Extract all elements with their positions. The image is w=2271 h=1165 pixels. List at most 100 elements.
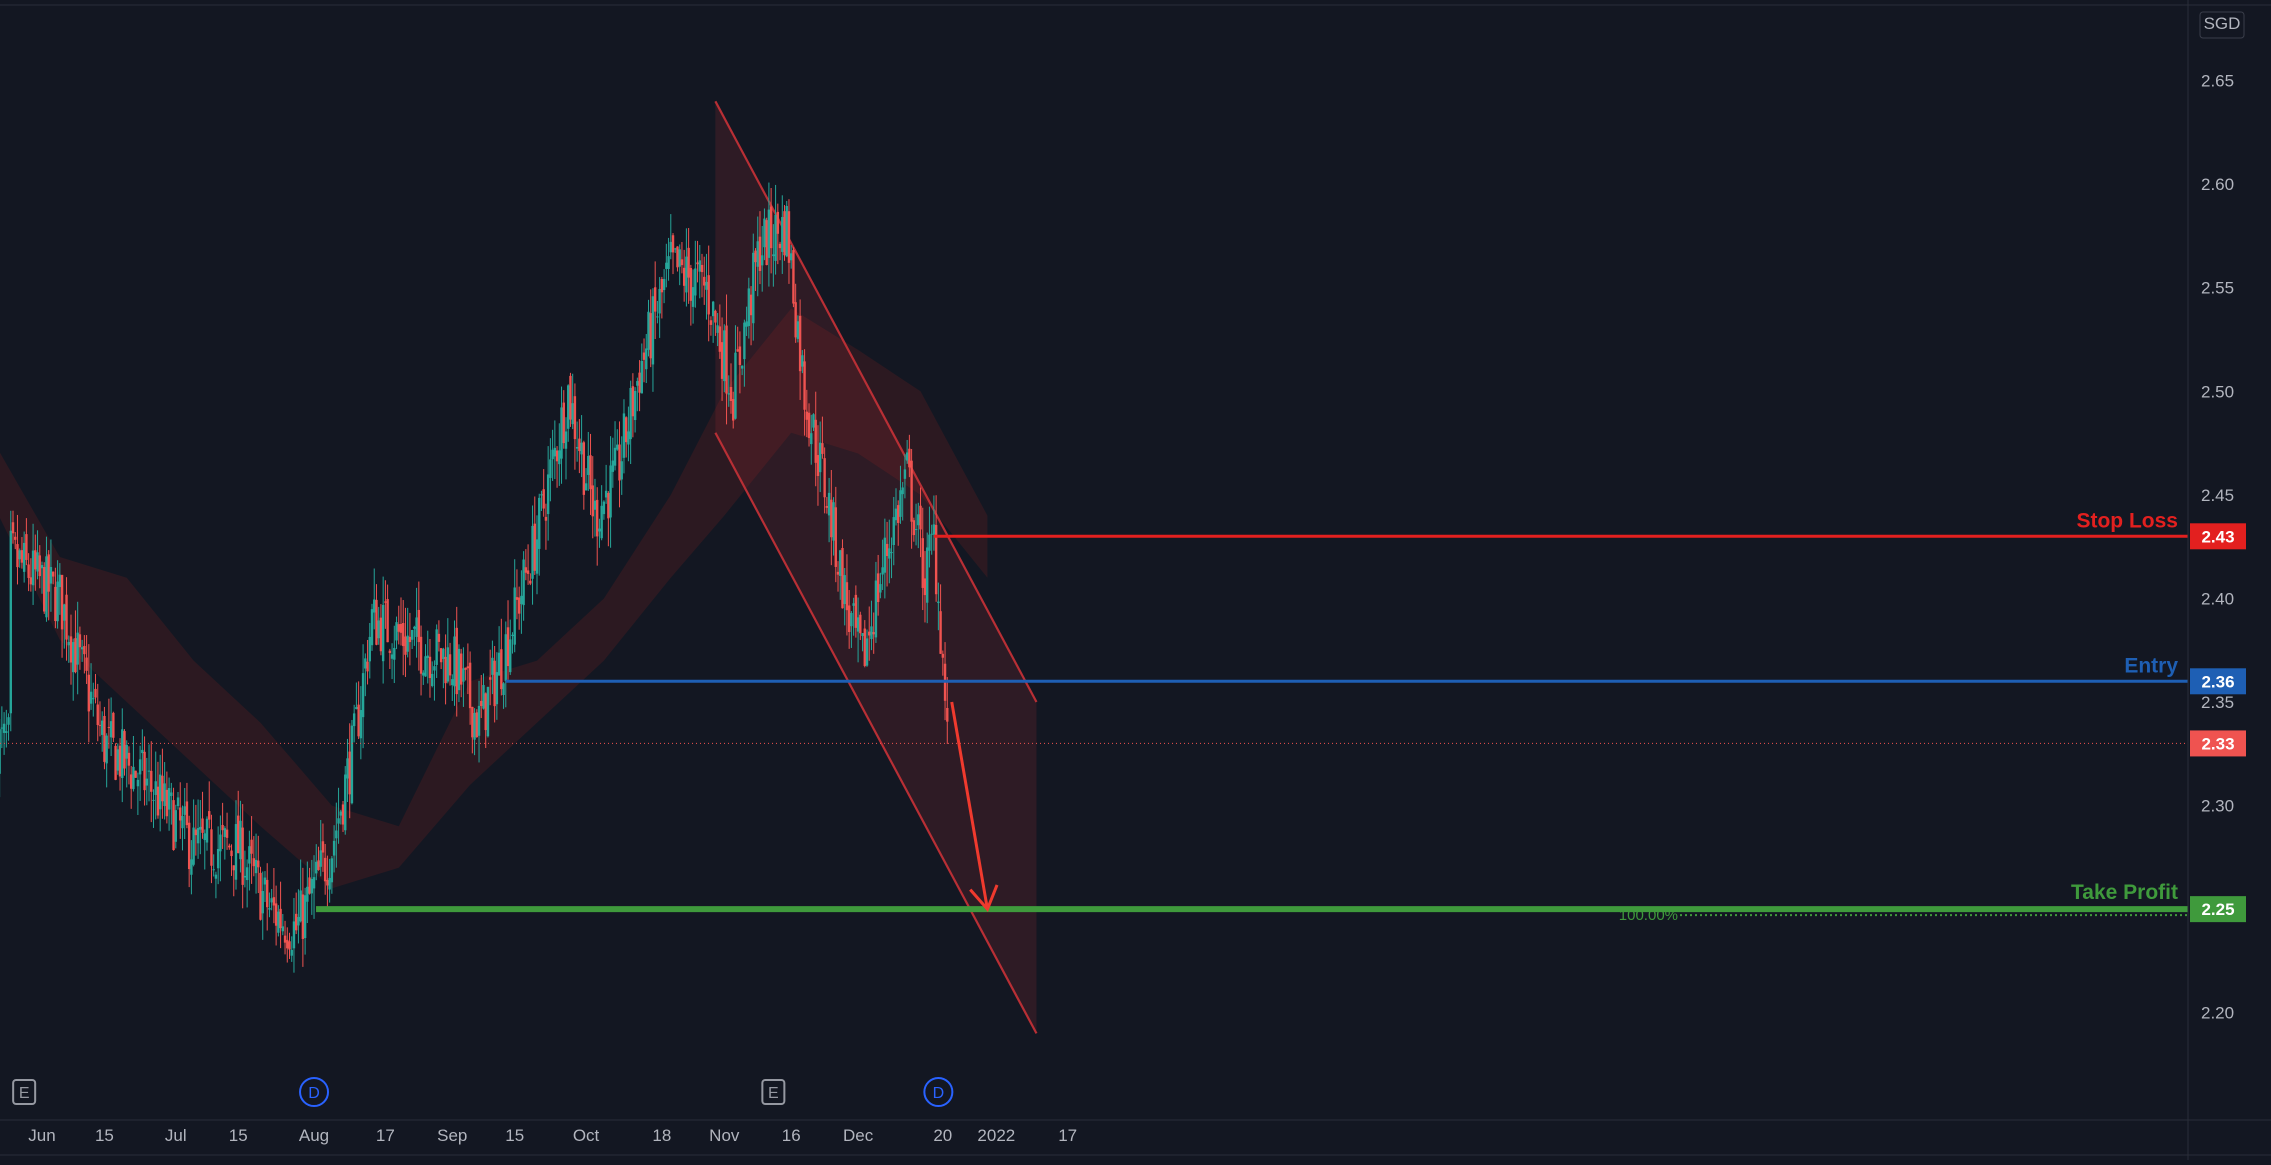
candle-body[interactable] [689, 268, 693, 301]
candle-body[interactable] [747, 288, 751, 326]
candle-body[interactable] [67, 641, 70, 646]
candle-body[interactable] [571, 403, 574, 425]
candle-body[interactable] [796, 321, 800, 339]
candle-body[interactable] [219, 834, 222, 852]
candle-body[interactable] [847, 605, 851, 633]
candle-body[interactable] [47, 554, 50, 592]
candle-body[interactable] [845, 582, 849, 611]
candle-body[interactable] [16, 544, 19, 568]
candle-body[interactable] [85, 657, 88, 671]
candle-body[interactable] [863, 628, 866, 666]
candle-body[interactable] [703, 276, 706, 286]
candle-body[interactable] [580, 442, 583, 455]
candle-body[interactable] [584, 483, 588, 491]
candle-body[interactable] [609, 465, 612, 518]
candle-body[interactable] [785, 205, 788, 257]
candle-body[interactable] [807, 412, 811, 439]
candle-body[interactable] [176, 797, 180, 807]
candle-body[interactable] [573, 396, 577, 440]
candle-body[interactable] [14, 536, 17, 540]
candle-body[interactable] [734, 352, 737, 419]
candle-body[interactable] [781, 217, 784, 252]
candle-body[interactable] [196, 828, 200, 844]
candle-body[interactable] [894, 508, 898, 521]
candle-body[interactable] [328, 877, 331, 890]
candle-body[interactable] [228, 845, 231, 848]
candle-body[interactable] [778, 243, 782, 249]
candle-body[interactable] [908, 448, 911, 468]
candle-body[interactable] [127, 752, 131, 766]
candle-body[interactable] [484, 693, 487, 731]
candle-body[interactable] [705, 281, 708, 290]
candle-body[interactable] [150, 770, 153, 792]
candle-body[interactable] [696, 262, 699, 265]
candle-body[interactable] [794, 302, 797, 338]
candle-body[interactable] [930, 533, 933, 535]
candle-body[interactable] [850, 612, 853, 627]
candle-body[interactable] [872, 632, 875, 635]
candle-body[interactable] [622, 413, 626, 458]
candle-body[interactable] [54, 586, 57, 622]
candle-body[interactable] [288, 941, 291, 950]
candle-body[interactable] [181, 815, 184, 829]
earnings-marker[interactable] [761, 1079, 786, 1105]
candle-body[interactable] [453, 636, 456, 687]
candle-body[interactable] [491, 657, 494, 675]
candle-body[interactable] [179, 807, 182, 821]
candle-body[interactable] [413, 626, 416, 629]
candle-body[interactable] [509, 639, 512, 673]
candle-body[interactable] [350, 725, 354, 804]
candle-body[interactable] [25, 534, 28, 560]
candle-body[interactable] [395, 622, 398, 641]
candle-body[interactable] [859, 614, 862, 634]
candle-body[interactable] [551, 449, 554, 460]
candle-body[interactable] [319, 850, 322, 867]
candle-body[interactable] [357, 704, 360, 737]
candle-body[interactable] [344, 774, 347, 831]
candle-body[interactable] [145, 778, 148, 786]
candle-body[interactable] [36, 552, 39, 572]
candle-body[interactable] [769, 206, 773, 249]
candle-body[interactable] [254, 859, 258, 874]
candle-body[interactable] [65, 594, 68, 640]
candle-body[interactable] [660, 279, 664, 293]
candle-body[interactable] [827, 492, 831, 516]
candle-body[interactable] [312, 877, 316, 889]
candle-body[interactable] [926, 547, 929, 603]
candle-body[interactable] [299, 890, 302, 922]
candle-body[interactable] [297, 916, 300, 926]
candle-body[interactable] [437, 633, 441, 642]
candle-body[interactable] [754, 250, 757, 263]
candle-body[interactable] [502, 683, 505, 696]
candle-body[interactable] [613, 447, 617, 466]
candle-body[interactable] [210, 829, 213, 866]
candle-body[interactable] [558, 450, 561, 465]
candle-body[interactable] [682, 267, 686, 286]
dividend-marker[interactable] [299, 1077, 330, 1107]
candle-body[interactable] [27, 564, 30, 578]
candle-body[interactable] [58, 574, 62, 588]
candle-body[interactable] [393, 647, 396, 660]
candle-body[interactable] [776, 211, 780, 234]
dividend-marker[interactable] [923, 1077, 954, 1107]
candle-body[interactable] [749, 294, 753, 316]
candle-body[interactable] [587, 455, 590, 475]
candle-body[interactable] [199, 826, 202, 830]
candle-body[interactable] [823, 458, 826, 498]
candle-body[interactable] [520, 595, 523, 605]
candle-body[interactable] [540, 494, 543, 496]
candle-body[interactable] [121, 729, 124, 779]
candle-body[interactable] [161, 775, 164, 802]
candle-body[interactable] [232, 865, 235, 871]
candle-body[interactable] [562, 402, 565, 444]
candle-body[interactable] [221, 824, 224, 831]
candle-body[interactable] [72, 642, 75, 673]
candle-body[interactable] [879, 584, 882, 593]
candle-body[interactable] [495, 672, 499, 705]
candle-body[interactable] [662, 279, 666, 291]
candle-body[interactable] [919, 505, 922, 530]
candle-body[interactable] [0, 729, 1, 774]
candle-body[interactable] [801, 355, 804, 367]
candle-body[interactable] [767, 209, 771, 258]
earnings-marker[interactable] [12, 1079, 37, 1105]
